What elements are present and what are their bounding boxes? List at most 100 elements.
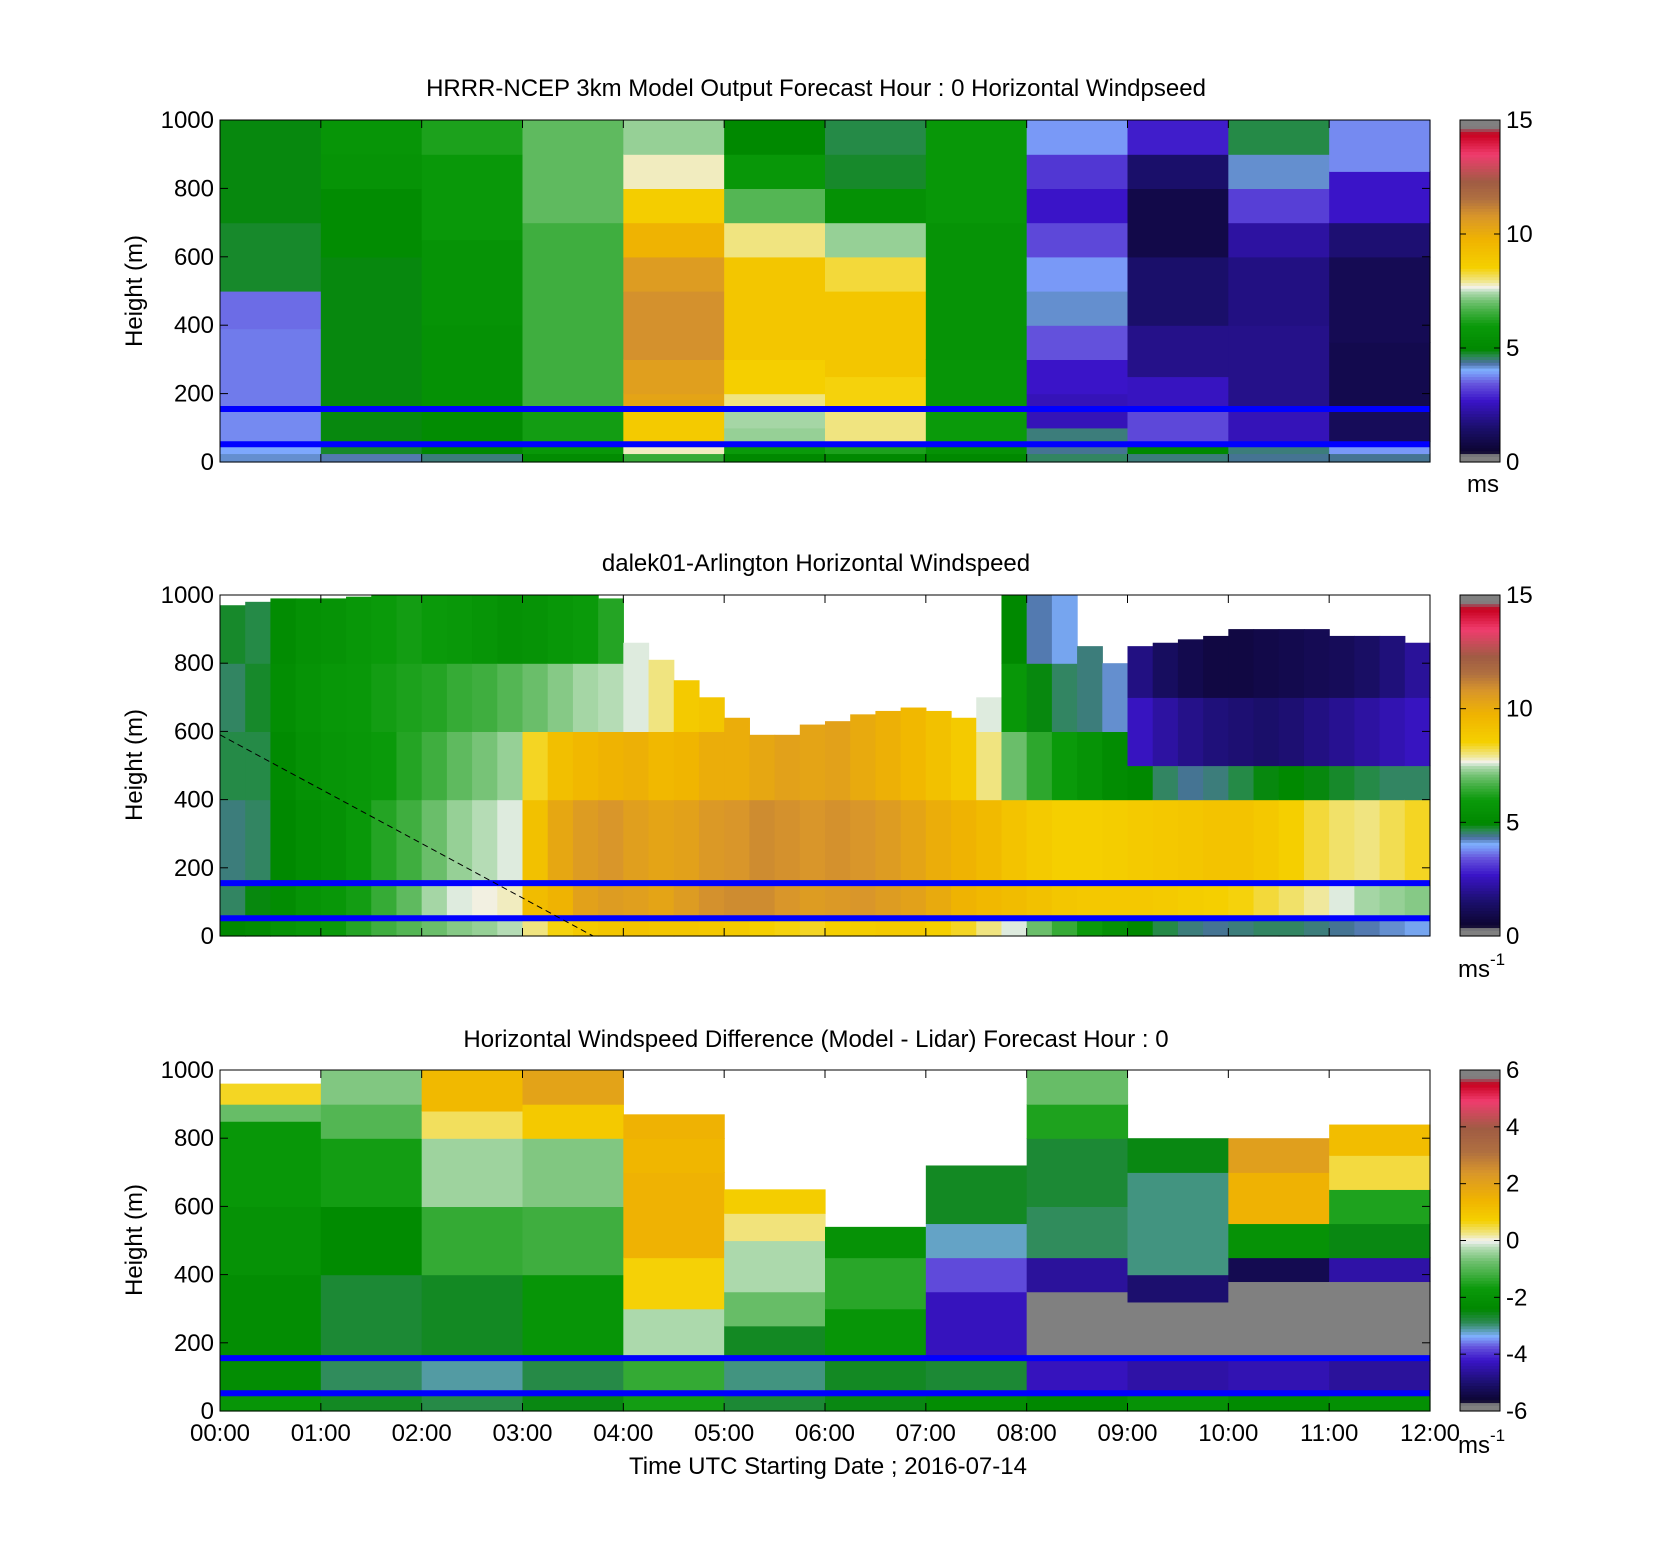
colorbar-segment-42: [1460, 1288, 1500, 1293]
heatmap-cell-c31-l1: [1001, 884, 1028, 917]
heatmap-cell-c10-l4: [1228, 1223, 1330, 1259]
heatmap-cell-c18-l2: [673, 799, 700, 886]
heatmap-cell-c6-l3: [825, 1257, 927, 1310]
heatmap-cell-c16-l1: [623, 884, 650, 917]
y-tick-label-4: 800: [174, 175, 214, 202]
heatmap-cell-c13-l2: [547, 799, 574, 886]
heatmap-cell-c28-l1: [925, 884, 952, 917]
y-tick-label-0: 0: [201, 1398, 214, 1425]
heatmap-cell-c6-l0: [825, 453, 927, 463]
heatmap-cell-c10-l2: [1228, 1281, 1330, 1361]
colorbar-segment-6: [1460, 916, 1500, 920]
colorbar-segment-82: [1460, 700, 1500, 704]
colorbar-segment-97: [1460, 1132, 1500, 1136]
colorbar-segment-11: [1460, 901, 1500, 906]
heatmap-cell-c2-l4: [421, 239, 524, 326]
colorbar-segment-116: [1460, 128, 1500, 132]
colorbar-segment-103: [1460, 165, 1500, 170]
colorbar-segment-33: [1460, 1314, 1500, 1318]
heatmap-cell-c7-l2: [925, 410, 1028, 443]
heatmap-cell-c5-l1: [346, 884, 372, 917]
heatmap-cell-c10-l2: [1228, 410, 1330, 443]
colorbar-segment-76: [1460, 242, 1500, 246]
dashed-reference-line: [219, 734, 594, 937]
colorbar-segment-42: [1460, 339, 1500, 343]
colorbar-segment-7: [1460, 1388, 1500, 1392]
heatmap-cell-c11-l4: [1329, 256, 1431, 343]
heatmap-cell-c20-l1: [724, 884, 750, 917]
colorbar-segment-66: [1460, 1220, 1500, 1225]
colorbar-segment-65: [1460, 748, 1500, 752]
heatmap-cell-c9-l5: [1127, 1172, 1229, 1242]
colorbar-segment-12: [1460, 424, 1500, 429]
colorbar-tick-label-1: 5: [1506, 809, 1519, 836]
heatmap-cell-c6-l3: [371, 731, 398, 801]
colorbar-segment-100: [1460, 174, 1500, 178]
colorbar-segment-111: [1460, 142, 1500, 147]
heatmap-cell-c45-l3: [1354, 765, 1381, 801]
colorbar-segment-42: [1460, 813, 1500, 818]
heatmap-cell-c45-l1: [1354, 884, 1381, 917]
heatmap-cell-c9-l6: [1127, 1138, 1229, 1173]
colorbar-segment-99: [1460, 651, 1500, 656]
heatmap-cell-c7-l1: [925, 1359, 1028, 1392]
heatmap-cell-c14-l3: [572, 731, 599, 801]
colorbar-segment-68: [1460, 265, 1500, 269]
heatmap-cell-c11-l6: [1329, 171, 1431, 224]
colorbar-segment-61: [1460, 1234, 1500, 1239]
heatmap-cell-c36-l4: [1127, 697, 1154, 767]
heatmap-cell-c4-l5: [623, 291, 725, 360]
colorbar-segment-117: [1460, 600, 1500, 605]
heatmap-cell-c3-l3: [522, 1206, 624, 1276]
heatmap-cell-c25-l2: [850, 799, 877, 886]
heatmap-cell-c8-l5: [421, 595, 448, 664]
heatmap-cell-c10-l4: [472, 663, 498, 732]
heatmap-cell-c12-l2: [522, 799, 549, 886]
heatmap-cell-c2-l6: [421, 120, 524, 155]
heatmap-cell-c31-l3: [1001, 731, 1028, 801]
colorbar-segment-40: [1460, 345, 1500, 349]
heatmap-cell-c9-l2: [1127, 410, 1229, 443]
heatmap-cell-c2-l1: [421, 1359, 524, 1392]
colorbar-segment-60: [1460, 762, 1500, 767]
colorbar-segment-19: [1460, 405, 1500, 409]
heatmap-cell-c3-l3: [295, 731, 322, 801]
colorbar-segment-103: [1460, 640, 1500, 644]
heatmap-cell-c9-l1: [446, 884, 473, 917]
heatmap-cell-c2-l1: [270, 884, 297, 917]
heatmap-cell-c15-l5: [598, 598, 624, 664]
heatmap-cell-c8-l5: [1026, 325, 1129, 360]
colorbar-segment-16: [1460, 413, 1500, 417]
heatmap-cell-c33-l1: [1051, 884, 1078, 917]
colorbar-segment-96: [1460, 185, 1500, 189]
colorbar-segment-88: [1460, 683, 1500, 687]
heatmap-cell-c19-l2: [698, 799, 725, 886]
colorbar-segment-98: [1460, 1129, 1500, 1134]
colorbar-segment-34: [1460, 836, 1500, 840]
heatmap-cell-c3-l4: [295, 663, 322, 732]
colorbar-segment-100: [1460, 1123, 1500, 1128]
heatmap-cell-c7-l4: [925, 1223, 1028, 1259]
heatmap-cell-c3-l6: [522, 1070, 624, 1105]
colorbar-segment-41: [1460, 1291, 1500, 1296]
heatmap-cell-c4-l4: [320, 663, 347, 732]
colorbar-segment-1: [1460, 1405, 1500, 1409]
heatmap-cell-c24-l2: [825, 799, 851, 886]
colorbar-segment-82: [1460, 1175, 1500, 1179]
heatmap-cell-c2-l0: [421, 453, 524, 463]
heatmap-cell-c12-l5: [522, 595, 549, 664]
heatmap-cell-c38-l1: [1177, 884, 1204, 917]
colorbar-segment-34: [1460, 1311, 1500, 1315]
colorbar-segment-5: [1460, 444, 1500, 449]
heatmap-cell-c14-l5: [572, 595, 599, 664]
colorbar-segment-0: [1460, 1408, 1500, 1412]
heatmap-cell-c42-l3: [1278, 765, 1305, 801]
colorbar-segment-106: [1460, 157, 1500, 161]
x-ticks-lidar: [219, 595, 1431, 936]
colorbar-segment-10: [1460, 430, 1500, 435]
colorbar-segment-16: [1460, 887, 1500, 892]
heatmap-cell-c10-l1: [1228, 1359, 1330, 1392]
colorbar-segment-26: [1460, 1334, 1500, 1338]
heatmap-cell-c1-l5: [245, 601, 272, 664]
y-tick-label-1: 200: [174, 855, 214, 882]
